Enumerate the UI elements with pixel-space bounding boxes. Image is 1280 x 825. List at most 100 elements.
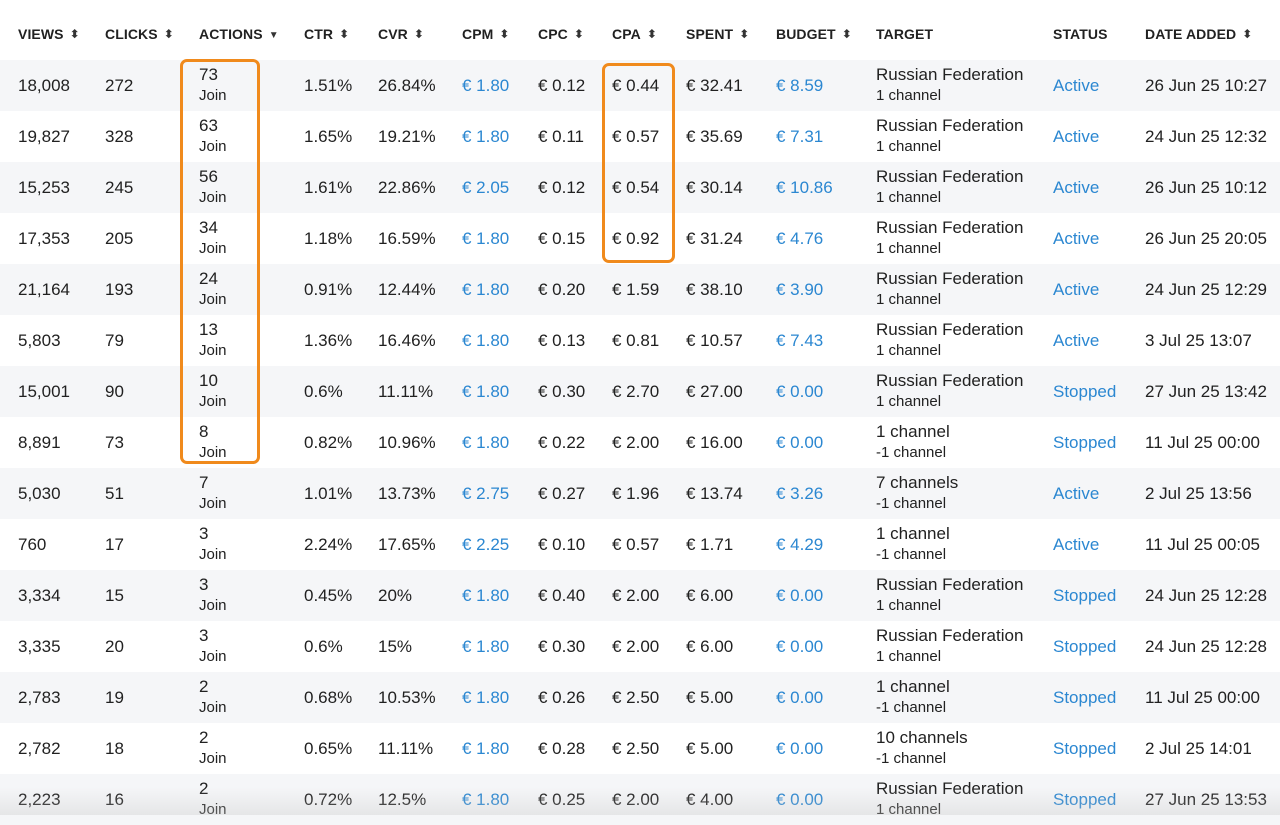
column-header-spent[interactable]: SPENT ⬍ <box>686 26 749 42</box>
sort-icon[interactable]: ⬍ <box>339 27 350 41</box>
cell-status-link[interactable]: Stopped <box>1053 688 1117 707</box>
table-row[interactable]: 3,334 15 0.45% 20% € 1.80 € 0.40 € 2.00 € 6.00 €… <box>0 570 1280 621</box>
cell-status-link[interactable]: Stopped <box>1053 637 1117 656</box>
sort-icon[interactable]: ⬍ <box>573 27 585 41</box>
cell-status-link[interactable]: Active <box>1053 535 1100 554</box>
column-header-actions[interactable]: ACTIONS ▼ <box>199 26 279 42</box>
cell-clicks: 51 <box>105 484 124 503</box>
table-row[interactable]: 19,827 328 1.65% 19.21% € 1.80 € 0.11 € 0.57 € … <box>0 111 1280 162</box>
cell-budget[interactable]: € 0.00 <box>776 739 824 758</box>
table-row[interactable]: 8,891 73 0.82% 10.96% € 1.80 € 0.22 € 2.00 € 16… <box>0 417 1280 468</box>
cell-status-link[interactable]: Active <box>1053 229 1100 248</box>
cell-cpm[interactable]: € 1.80 <box>462 382 510 401</box>
cell-cvr: 12.5% <box>378 790 427 809</box>
cell-budget[interactable]: € 7.31 <box>776 127 824 146</box>
cell-cpm[interactable]: € 1.80 <box>462 586 510 605</box>
cell-budget[interactable]: € 0.00 <box>776 382 824 401</box>
cell-cpm[interactable]: € 1.80 <box>462 127 510 146</box>
sort-icon[interactable]: ⬍ <box>413 27 425 41</box>
table-row[interactable]: 17,353 205 1.18% 16.59% € 1.80 € 0.15 € 0.92 € … <box>0 213 1280 264</box>
column-header-clicks[interactable]: CLICKS ⬍ <box>105 26 174 42</box>
sort-desc-icon[interactable]: ▼ <box>268 30 279 41</box>
table-row[interactable]: 21,164 193 0.91% 12.44% € 1.80 € 0.20 € 1.59 € … <box>0 264 1280 315</box>
sort-icon[interactable]: ⬍ <box>499 27 510 41</box>
cell-budget[interactable]: € 0.00 <box>776 433 824 452</box>
sort-icon[interactable]: ⬍ <box>69 27 80 41</box>
cell-budget[interactable]: € 0.00 <box>776 688 824 707</box>
column-header-label: CPA <box>612 26 641 42</box>
table-row[interactable]: 15,253 245 1.61% 22.86% € 2.05 € 0.12 € 0.54 € … <box>0 162 1280 213</box>
table-row[interactable]: 3,335 20 0.6% 15% € 1.80 € 0.30 € 2.00 € 6.00 € … <box>0 621 1280 672</box>
cell-actions-value: 7 <box>199 473 209 492</box>
cell-cvr: 10.53% <box>378 688 436 707</box>
cell-spent: € 16.00 <box>686 433 743 452</box>
cell-budget[interactable]: € 3.90 <box>776 280 824 299</box>
table-row[interactable]: 15,001 90 0.6% 11.11% € 1.80 € 0.30 € 2.70 € 27… <box>0 366 1280 417</box>
cell-cpm[interactable]: € 1.80 <box>462 790 510 809</box>
cell-status-link[interactable]: Active <box>1053 76 1100 95</box>
cell-target-value: 10 channels <box>876 728 968 747</box>
cell-budget[interactable]: € 0.00 <box>776 790 824 809</box>
cell-status-link[interactable]: Active <box>1053 127 1100 146</box>
cell-budget[interactable]: € 4.29 <box>776 535 824 554</box>
column-header-ctr[interactable]: CTR ⬍ <box>304 26 349 42</box>
cell-budget[interactable]: € 3.26 <box>776 484 824 503</box>
cell-status-link[interactable]: Active <box>1053 484 1100 503</box>
column-header-cpa[interactable]: CPA ⬍ <box>612 26 657 42</box>
sort-icon[interactable]: ⬍ <box>646 27 657 41</box>
cell-status-link[interactable]: Active <box>1053 280 1100 299</box>
cell-cpm[interactable]: € 1.80 <box>462 739 510 758</box>
column-header-cpm[interactable]: CPM ⬍ <box>462 26 510 42</box>
table-row[interactable]: 2,782 18 0.65% 11.11% € 1.80 € 0.28 € 2.50 € 5.… <box>0 723 1280 774</box>
cell-cpm[interactable]: € 1.80 <box>462 637 510 656</box>
column-header-views[interactable]: VIEWS ⬍ <box>18 26 80 42</box>
cell-cpc: € 0.30 <box>538 637 586 656</box>
sort-icon[interactable]: ⬍ <box>739 27 750 41</box>
cell-target-subtext: -1 channel <box>876 495 947 512</box>
cell-budget[interactable]: € 0.00 <box>776 637 824 656</box>
cell-cpm[interactable]: € 2.05 <box>462 178 510 197</box>
cell-spent: € 6.00 <box>686 637 734 656</box>
cell-cpm[interactable]: € 1.80 <box>462 280 510 299</box>
cell-actions-value: 73 <box>199 65 218 84</box>
table-row[interactable]: 5,803 79 1.36% 16.46% € 1.80 € 0.13 € 0.81 € 10… <box>0 315 1280 366</box>
column-header-cpc[interactable]: CPC ⬍ <box>538 26 584 42</box>
cell-status-link[interactable]: Stopped <box>1053 790 1117 809</box>
cell-budget[interactable]: € 7.43 <box>776 331 824 350</box>
cell-views: 18,008 <box>18 76 70 95</box>
column-header-cvr[interactable]: CVR ⬍ <box>378 26 424 42</box>
cell-status-link[interactable]: Stopped <box>1053 739 1117 758</box>
cell-budget[interactable]: € 10.86 <box>776 178 833 197</box>
sort-icon[interactable]: ⬍ <box>163 27 174 41</box>
cell-actions-subtext: Join <box>199 342 227 359</box>
table-row[interactable]: 2,223 16 0.72% 12.5% € 1.80 € 0.25 € 2.00 € 4.0… <box>0 774 1280 825</box>
sort-icon[interactable]: ⬍ <box>1242 27 1253 41</box>
cell-cpm[interactable]: € 2.25 <box>462 535 510 554</box>
cell-cpm[interactable]: € 1.80 <box>462 229 510 248</box>
table-row[interactable]: 5,030 51 1.01% 13.73% € 2.75 € 0.27 € 1.96 € 13… <box>0 468 1280 519</box>
cell-cpm[interactable]: € 2.75 <box>462 484 510 503</box>
cell-target-value: 7 channels <box>876 473 959 492</box>
table-row[interactable]: 2,783 19 0.68% 10.53% € 1.80 € 0.26 € 2.50 € 5.… <box>0 672 1280 723</box>
table-row[interactable]: 760 17 2.24% 17.65% € 2.25 € 0.10 € 0.57 € 1.71… <box>0 519 1280 570</box>
column-header-budget[interactable]: BUDGET ⬍ <box>776 26 852 42</box>
cell-date: 2 Jul 25 13:56 <box>1145 484 1252 503</box>
cell-status-link[interactable]: Stopped <box>1053 433 1117 452</box>
column-header-date[interactable]: DATE ADDED ⬍ <box>1145 26 1252 42</box>
cell-cpm[interactable]: € 1.80 <box>462 688 510 707</box>
sort-icon[interactable]: ⬍ <box>841 27 852 41</box>
cell-date: 26 Jun 25 10:12 <box>1145 178 1267 197</box>
cell-status-link[interactable]: Active <box>1053 178 1100 197</box>
cell-cpm[interactable]: € 1.80 <box>462 331 510 350</box>
cell-budget[interactable]: € 8.59 <box>776 76 824 95</box>
cell-cpm[interactable]: € 1.80 <box>462 76 510 95</box>
cell-actions-subtext: Join <box>199 546 227 563</box>
cell-status-link[interactable]: Active <box>1053 331 1100 350</box>
cell-cpm[interactable]: € 1.80 <box>462 433 510 452</box>
cell-budget[interactable]: € 4.76 <box>776 229 824 248</box>
cell-status-link[interactable]: Stopped <box>1053 586 1117 605</box>
cell-budget[interactable]: € 0.00 <box>776 586 824 605</box>
cell-status-link[interactable]: Stopped <box>1053 382 1117 401</box>
cell-cpc: € 0.22 <box>538 433 586 452</box>
table-row[interactable]: 18,008 272 1.51% 26.84% € 1.80 € 0.12 € 0.44 € … <box>0 60 1280 111</box>
